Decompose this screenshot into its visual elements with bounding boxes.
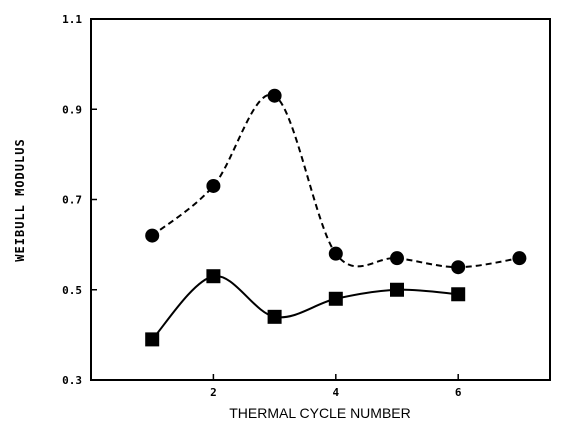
data-point-square — [328, 291, 343, 306]
data-point-circle — [451, 260, 466, 275]
markers — [145, 88, 527, 347]
data-point-circle — [267, 88, 282, 103]
data-point-circle — [512, 251, 527, 266]
data-point-square — [390, 282, 404, 297]
ticks: 2 4 6 0.3 0.5 0.7 0.9 1.1 — [62, 13, 462, 399]
x-tick-label: 4 — [332, 386, 339, 399]
plot-frame — [90, 18, 551, 381]
y-tick-label: 0.7 — [62, 194, 82, 207]
x-tick-label: 6 — [455, 386, 462, 399]
data-point-square — [145, 332, 160, 347]
y-tick-label: 0.9 — [62, 103, 82, 116]
y-tick-label: 0.3 — [62, 374, 82, 387]
data-point-square — [206, 269, 221, 284]
y-tick-label: 0.5 — [62, 284, 82, 297]
y-tick-label: 1.1 — [62, 13, 82, 26]
data-point-circle — [206, 178, 221, 193]
series-0-line — [151, 93, 520, 269]
series-1-line — [151, 275, 459, 341]
y-axis-label: WEIBULL MODULUS — [13, 138, 27, 261]
data-point-square — [451, 287, 466, 302]
x-tick-label: 2 — [210, 386, 217, 399]
data-point-circle — [145, 228, 160, 243]
data-point-circle — [328, 246, 343, 261]
data-point-circle — [390, 251, 404, 266]
x-axis-label: THERMAL CYCLE NUMBER — [229, 405, 411, 421]
data-point-square — [267, 309, 282, 324]
